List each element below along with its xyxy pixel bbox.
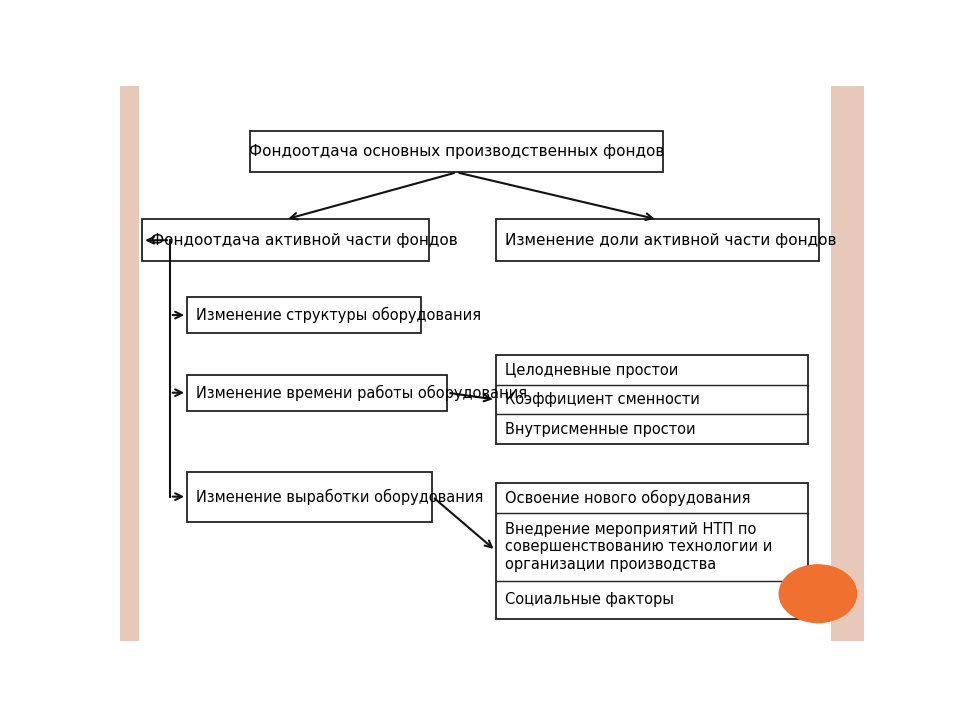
Text: Изменение доли активной части фондов: Изменение доли активной части фондов (505, 233, 836, 248)
Bar (187, 472, 432, 521)
Bar (495, 355, 808, 444)
Bar (251, 131, 663, 172)
Text: Освоение нового оборудования: Освоение нового оборудования (505, 490, 750, 506)
Bar (187, 374, 447, 410)
Text: Изменение выработки оборудования: Изменение выработки оборудования (196, 489, 483, 505)
Text: Социальные факторы: Социальные факторы (505, 592, 674, 607)
Bar (142, 220, 429, 261)
Bar (495, 483, 808, 618)
Bar (495, 220, 819, 261)
Text: Целодневные простои: Целодневные простои (505, 363, 678, 377)
Text: Изменение структуры оборудования: Изменение структуры оборудования (196, 307, 481, 323)
Text: Изменение времени работы оборудования: Изменение времени работы оборудования (196, 384, 527, 401)
Bar (831, 86, 864, 641)
Text: Фондоотдача активной части фондов: Фондоотдача активной части фондов (152, 233, 458, 248)
Text: Фондоотдача основных производственных фондов: Фондоотдача основных производственных фо… (249, 144, 664, 159)
Text: Коэффициент сменности: Коэффициент сменности (505, 392, 700, 407)
Bar (187, 297, 421, 333)
Bar (120, 86, 138, 641)
Circle shape (780, 565, 856, 623)
Text: Внутрисменные простои: Внутрисменные простои (505, 422, 695, 437)
Text: Внедрение мероприятий НТП по
совершенствованию технологии и
организации производ: Внедрение мероприятий НТП по совершенств… (505, 522, 772, 572)
